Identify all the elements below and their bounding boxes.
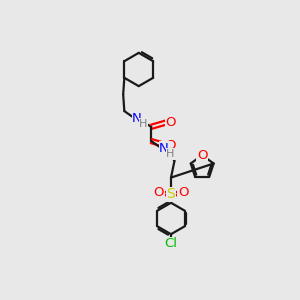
Text: H: H [139, 119, 148, 129]
Text: Cl: Cl [164, 237, 178, 250]
Text: S: S [167, 187, 176, 201]
Text: N: N [132, 112, 142, 124]
Text: O: O [166, 139, 176, 152]
Text: O: O [197, 149, 207, 162]
Text: O: O [166, 116, 176, 129]
Text: O: O [178, 186, 188, 199]
Text: N: N [159, 142, 169, 154]
Text: O: O [154, 186, 164, 199]
Text: H: H [166, 149, 175, 159]
